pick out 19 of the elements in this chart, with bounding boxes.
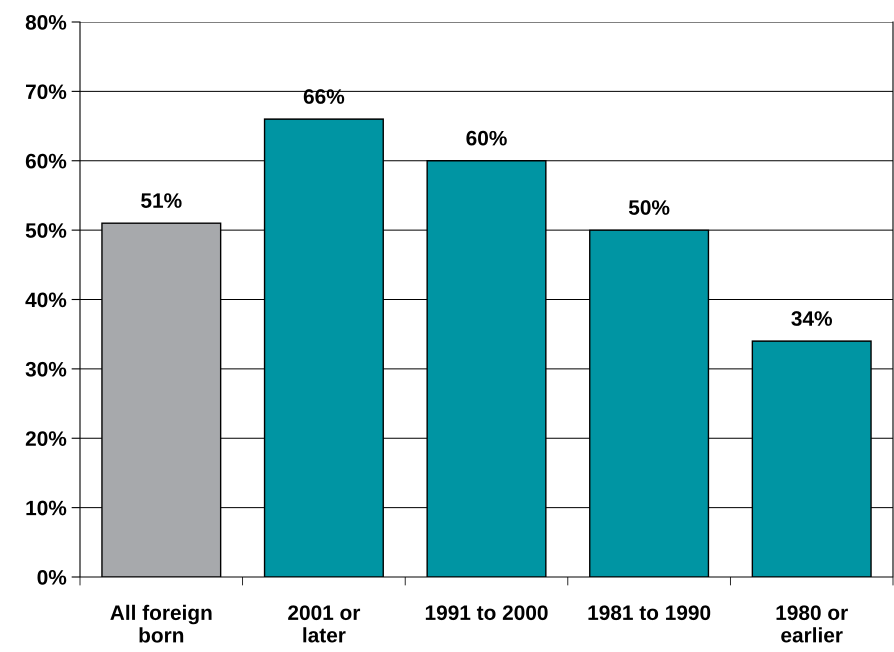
x-tick-label: 1980 or earlier <box>776 605 848 643</box>
y-tick-label: 70% <box>26 84 66 100</box>
y-tick-label: 10% <box>26 500 66 516</box>
data-label: 66% <box>304 89 344 104</box>
y-tick-label: 20% <box>26 431 66 446</box>
x-tick-label: 2001 or later <box>288 605 360 643</box>
y-tick-label: 60% <box>26 154 66 169</box>
data-label: 34% <box>791 311 832 326</box>
y-tick-label: 80% <box>26 15 66 30</box>
x-tick-label: 1981 to 1990 <box>588 605 710 620</box>
data-label: 60% <box>466 130 507 146</box>
y-tick-label: 30% <box>26 362 66 377</box>
y-tick-label: 0% <box>38 570 66 585</box>
x-tick-label: 1991 to 2000 <box>426 605 548 620</box>
y-tick-label: 40% <box>25 292 66 308</box>
data-label: 51% <box>141 193 182 208</box>
data-label: 50% <box>628 200 670 215</box>
x-tick-label: All foreign born <box>110 604 212 643</box>
y-tick-label: 50% <box>26 223 66 238</box>
